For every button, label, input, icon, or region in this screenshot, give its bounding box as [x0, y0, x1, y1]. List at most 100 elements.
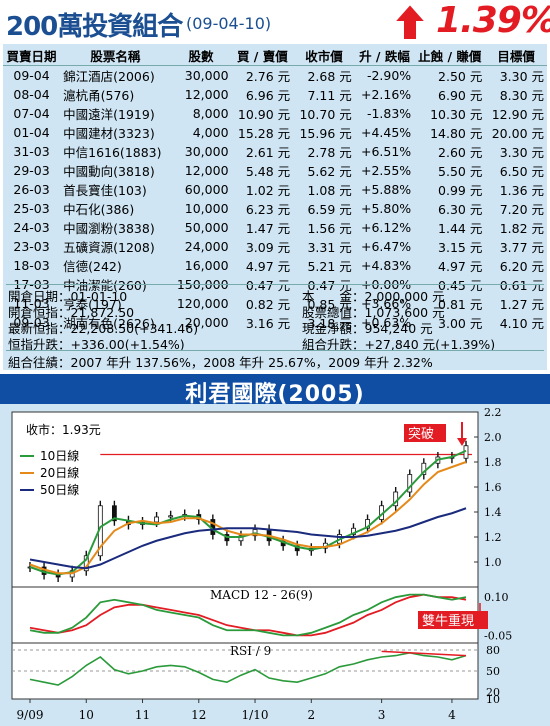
table-cell: 4.97 元 — [245, 259, 291, 274]
y-tick-label: 2.2 — [484, 406, 502, 419]
table-cell: 12,000 — [184, 163, 229, 178]
y-tick-label: 1.8 — [484, 456, 502, 469]
table-cell: +6.12% — [360, 220, 412, 235]
x-tick-label: 12 — [191, 708, 206, 722]
x-tick-label: 3 — [378, 708, 386, 722]
y-tick-label: 1.6 — [484, 481, 502, 494]
table-cell: 0.61 元 — [499, 278, 544, 293]
table-cell: 4,000 — [192, 125, 229, 140]
price-candle — [238, 535, 244, 542]
table-cell: 首長寶佳(103) — [63, 183, 147, 198]
column-header: 止蝕 / 賺價 — [414, 46, 486, 66]
table-cell: 30,000 — [184, 68, 229, 83]
ma-line — [29, 507, 467, 570]
table-cell: 29-03 — [13, 163, 50, 178]
table-cell: 中國瀏粉(3838) — [63, 221, 155, 236]
x-tick-label: 4 — [448, 708, 456, 722]
table-cell: 4.10 元 — [499, 316, 544, 331]
table-cell: 3.15 元 — [438, 240, 483, 255]
table-cell: 09-03 — [13, 315, 50, 330]
price-candle — [421, 462, 427, 475]
table-cell: 1.56 元 — [307, 221, 352, 236]
price-candle — [168, 515, 174, 518]
chart-title-bar: 利君國際(2005) — [0, 374, 550, 407]
table-cell: 0.82 元 — [245, 297, 291, 312]
table-cell: 7.11 元 — [307, 88, 352, 103]
principal: 本 金：2,000,000 元 — [302, 289, 445, 304]
table-cell: 1.47 元 — [245, 221, 291, 236]
table-cell: 3.18 元 — [307, 316, 352, 331]
table-cell: 0.85 元 — [307, 297, 352, 312]
table-cell: 7.20 元 — [499, 202, 544, 217]
table-cell: 12.90 元 — [491, 107, 544, 122]
column-header: 收市價 — [293, 46, 355, 66]
table-cell: 01-04 — [13, 125, 50, 140]
table-cell: 1.02 元 — [245, 183, 291, 198]
table-cell: 2.78 元 — [307, 145, 352, 160]
table-cell: 2.60 元 — [438, 145, 483, 160]
rsi-title: RSI / 9 — [230, 644, 271, 658]
holdings-panel — [3, 44, 547, 370]
table-row: 25-03 中石化(386) 10,000 6.23 元 6.59 元 +5.80% 6.3… — [3, 199, 547, 218]
table-cell: 1.44 元 — [438, 221, 483, 236]
table-cell: +2.55% — [360, 163, 412, 178]
table-cell: 0.81 元 — [438, 297, 483, 312]
table-cell: 6.30 元 — [438, 202, 483, 217]
table-cell: 08-04 — [13, 87, 50, 102]
table-cell: 3.31 元 — [307, 240, 352, 255]
rsi-tick-label: 80 — [486, 644, 500, 657]
legend-label: 20日線 — [40, 465, 79, 480]
double-bull-label: 雙牛重現 — [422, 613, 474, 629]
legend-label: 50日線 — [40, 482, 79, 497]
table-row: 09-04 錦江酒店(2006) 30,000 2.76 元 2.68 元 -2.90% 2… — [3, 66, 547, 86]
macd-title: MACD 12 - 26(9) — [210, 588, 313, 602]
y-tick-label: 1.2 — [484, 531, 502, 544]
table-cell: +5.80% — [360, 201, 412, 216]
table-cell: 2.76 元 — [245, 69, 291, 84]
table-cell: 07-04 — [13, 106, 50, 121]
table-cell: 120,000 — [176, 296, 229, 311]
table-cell: 11-03 — [13, 296, 50, 311]
legend-label: 10日線 — [40, 448, 79, 463]
table-cell: 23-03 — [13, 239, 50, 254]
price-candle — [111, 505, 117, 522]
table-row: 23-03 五礦資源(1208) 24,000 3.09 元 3.31 元 +6.47% 3… — [3, 237, 547, 256]
table-cell: 0.45 元 — [438, 278, 483, 293]
portfolio-header: 200萬投資組合 (09-04-10) 1.39% — [0, 0, 550, 44]
table-cell: 15.28 元 — [237, 126, 291, 141]
ma-line — [29, 461, 467, 575]
table-cell: 6.90 元 — [438, 88, 483, 103]
column-header: 股數 — [170, 46, 232, 66]
table-cell: 6.20 元 — [499, 259, 544, 274]
table-cell: 2.68 元 — [307, 69, 352, 84]
table-cell: 20,000 — [184, 315, 229, 330]
table-cell: +2.16% — [360, 87, 412, 102]
y-tick-label: 2.0 — [484, 431, 502, 444]
table-cell: 3.30 元 — [499, 145, 544, 160]
table-cell: 3.77 元 — [499, 240, 544, 255]
price-candle — [154, 516, 159, 523]
table-cell: 26-03 — [13, 182, 50, 197]
table-cell: 滬杭甬(576) — [63, 88, 135, 103]
portfolio-title: 200萬投資組合 — [6, 12, 183, 42]
table-cell: 6.23 元 — [245, 202, 291, 217]
table-cell: 60,000 — [184, 182, 229, 197]
table-row: 26-03 首長寶佳(103) 60,000 1.02 元 1.08 元 +5.88% 0.… — [3, 180, 547, 199]
table-cell: 湖南有色(2626) — [63, 316, 155, 331]
table-cell: 2.61 元 — [245, 145, 291, 160]
breakout-arrowhead — [457, 438, 467, 446]
table-cell: 五礦資源(1208) — [63, 240, 155, 255]
table-cell: 5.48 元 — [245, 164, 291, 179]
rsi-tick-label: 10 — [486, 693, 500, 706]
table-cell: -2.90% — [366, 68, 412, 83]
column-header: 買賣日期 — [3, 46, 61, 66]
table-cell: 14.80 元 — [430, 126, 483, 141]
table-cell: 10.90 元 — [237, 107, 291, 122]
rsi-line — [29, 651, 467, 686]
table-row: 18-03 信德(242) 16,000 4.97 元 5.21 元 +4.83% 4.97… — [3, 256, 547, 275]
macd-signal-line — [29, 593, 467, 637]
column-header: 股票名稱 — [60, 46, 171, 66]
table-cell: 3.16 元 — [245, 316, 291, 331]
column-header: 升 / 跌幅 — [354, 46, 415, 66]
x-tick-label: 9/09 — [17, 708, 44, 722]
